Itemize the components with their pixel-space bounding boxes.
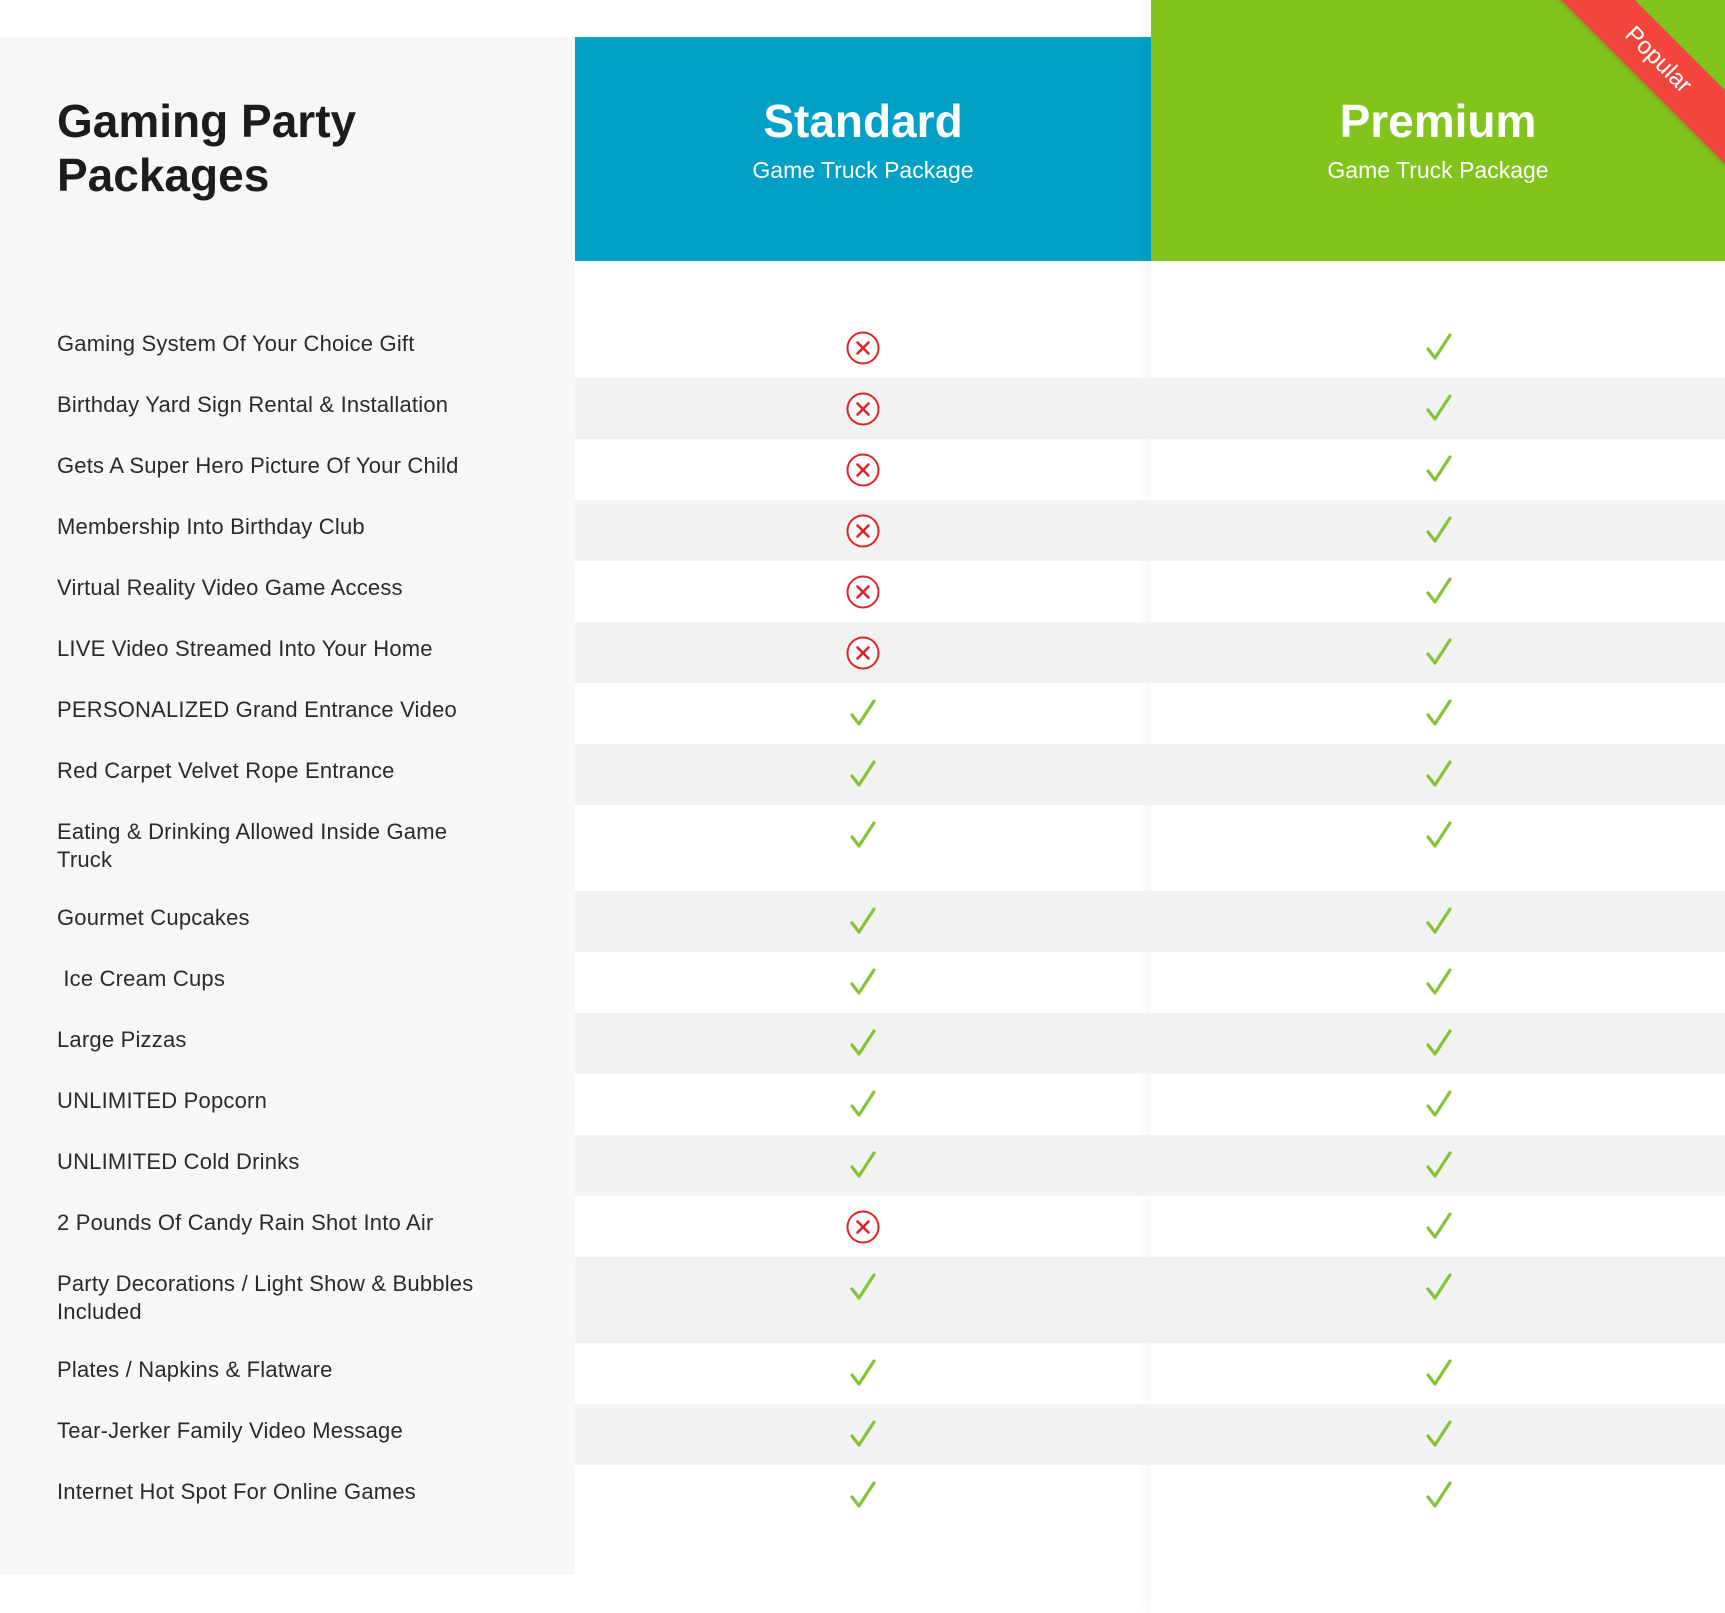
- check-icon: [1422, 819, 1456, 853]
- row-stripe: [575, 1013, 1725, 1074]
- table-row: Virtual Reality Video Game Access: [0, 561, 1725, 622]
- table-row: Membership Into Birthday Club: [0, 500, 1725, 561]
- check-icon: [846, 905, 880, 939]
- feature-label: LIVE Video Streamed Into Your Home: [57, 636, 433, 661]
- table-row: 2 Pounds Of Candy Rain Shot Into Air: [0, 1196, 1725, 1257]
- row-stripe: [575, 622, 1725, 683]
- check-icon: [1422, 575, 1456, 609]
- check-icon: [1422, 453, 1456, 487]
- table-row: Plates / Napkins & Flatware: [0, 1343, 1725, 1404]
- check-icon: [1422, 1149, 1456, 1183]
- table-row: UNLIMITED Popcorn: [0, 1074, 1725, 1135]
- check-icon: [1422, 1271, 1456, 1305]
- feature-label: Plates / Napkins & Flatware: [57, 1357, 333, 1382]
- feature-label: PERSONALIZED Grand Entrance Video: [57, 697, 457, 722]
- table-row: Internet Hot Spot For Online Games: [0, 1465, 1725, 1526]
- check-icon: [846, 1027, 880, 1061]
- check-icon: [1422, 331, 1456, 365]
- standard-plan-subtitle: Game Truck Package: [752, 157, 974, 183]
- check-icon: [846, 1088, 880, 1122]
- row-stripe: [575, 1135, 1725, 1196]
- check-icon: [1422, 1210, 1456, 1244]
- standard-plan-header: Standard Game Truck Package: [575, 37, 1151, 261]
- premium-plan-name: Premium: [1339, 95, 1537, 147]
- feature-label: UNLIMITED Popcorn: [57, 1088, 268, 1113]
- check-icon: [1422, 514, 1456, 548]
- row-stripe: [575, 378, 1725, 439]
- check-icon: [1422, 1088, 1456, 1122]
- feature-label: Gets A Super Hero Picture Of Your Child: [57, 453, 459, 478]
- table-row: PERSONALIZED Grand Entrance Video: [0, 683, 1725, 744]
- table-row: Eating & Drinking Allowed Inside Game Tr…: [0, 805, 1725, 891]
- feature-label: 2 Pounds Of Candy Rain Shot Into Air: [57, 1210, 434, 1235]
- standard-plan-name: Standard: [763, 95, 963, 147]
- table-row: UNLIMITED Cold Drinks: [0, 1135, 1725, 1196]
- row-stripe: [575, 1404, 1725, 1465]
- check-icon: [846, 819, 880, 853]
- check-icon: [1422, 1357, 1456, 1391]
- row-stripe: [575, 744, 1725, 805]
- table-row: Tear-Jerker Family Video Message: [0, 1404, 1725, 1465]
- feature-label: Tear-Jerker Family Video Message: [57, 1418, 403, 1443]
- cross-icon: [846, 331, 880, 365]
- page-title: Gaming Party Packages: [57, 95, 357, 201]
- feature-label: Membership Into Birthday Club: [57, 514, 365, 539]
- check-icon: [846, 966, 880, 1000]
- row-stripe: [575, 891, 1725, 952]
- standard-plan-column: Standard Game Truck Package: [575, 37, 1151, 1613]
- table-row: Gourmet Cupcakes: [0, 891, 1725, 952]
- check-icon: [846, 697, 880, 731]
- feature-label: Gourmet Cupcakes: [57, 905, 250, 930]
- cross-icon: [846, 1210, 880, 1244]
- cross-icon: [846, 575, 880, 609]
- feature-label: UNLIMITED Cold Drinks: [57, 1149, 300, 1174]
- cross-icon: [846, 514, 880, 548]
- check-icon: [1422, 758, 1456, 792]
- table-row: Ice Cream Cups: [0, 952, 1725, 1013]
- feature-label: Gaming System Of Your Choice Gift: [57, 331, 415, 356]
- feature-label: Eating & Drinking Allowed Inside Game Tr…: [57, 819, 454, 872]
- feature-label: Internet Hot Spot For Online Games: [57, 1479, 416, 1504]
- table-row: Birthday Yard Sign Rental & Installation: [0, 378, 1725, 439]
- row-stripe: [575, 500, 1725, 561]
- table-row: Party Decorations / Light Show & Bubbles…: [0, 1257, 1725, 1343]
- table-row: LIVE Video Streamed Into Your Home: [0, 622, 1725, 683]
- check-icon: [846, 1271, 880, 1305]
- check-icon: [846, 1149, 880, 1183]
- check-icon: [1422, 1027, 1456, 1061]
- check-icon: [846, 1418, 880, 1452]
- check-icon: [1422, 1479, 1456, 1513]
- check-icon: [1422, 697, 1456, 731]
- check-icon: [846, 758, 880, 792]
- check-icon: [846, 1357, 880, 1391]
- feature-label: Party Decorations / Light Show & Bubbles…: [57, 1271, 480, 1324]
- feature-label: Ice Cream Cups: [57, 966, 226, 991]
- premium-plan-column: Premium Game Truck Package Popular: [1151, 0, 1725, 1613]
- check-icon: [1422, 1418, 1456, 1452]
- cross-icon: [846, 392, 880, 426]
- row-stripe: [575, 1257, 1725, 1343]
- feature-label: Virtual Reality Video Game Access: [57, 575, 403, 600]
- table-row: Red Carpet Velvet Rope Entrance: [0, 744, 1725, 805]
- table-row: Gets A Super Hero Picture Of Your Child: [0, 439, 1725, 500]
- feature-label: Large Pizzas: [57, 1027, 187, 1052]
- check-icon: [1422, 966, 1456, 1000]
- cross-icon: [846, 453, 880, 487]
- table-row: Gaming System Of Your Choice Gift: [0, 317, 1725, 378]
- check-icon: [1422, 392, 1456, 426]
- table-row: Large Pizzas: [0, 1013, 1725, 1074]
- cross-icon: [846, 636, 880, 670]
- check-icon: [846, 1479, 880, 1513]
- feature-label: Birthday Yard Sign Rental & Installation: [57, 392, 449, 417]
- check-icon: [1422, 905, 1456, 939]
- check-icon: [1422, 636, 1456, 670]
- feature-label: Red Carpet Velvet Rope Entrance: [57, 758, 395, 783]
- features-column: Gaming Party Packages: [0, 37, 575, 1575]
- premium-plan-subtitle: Game Truck Package: [1327, 157, 1549, 183]
